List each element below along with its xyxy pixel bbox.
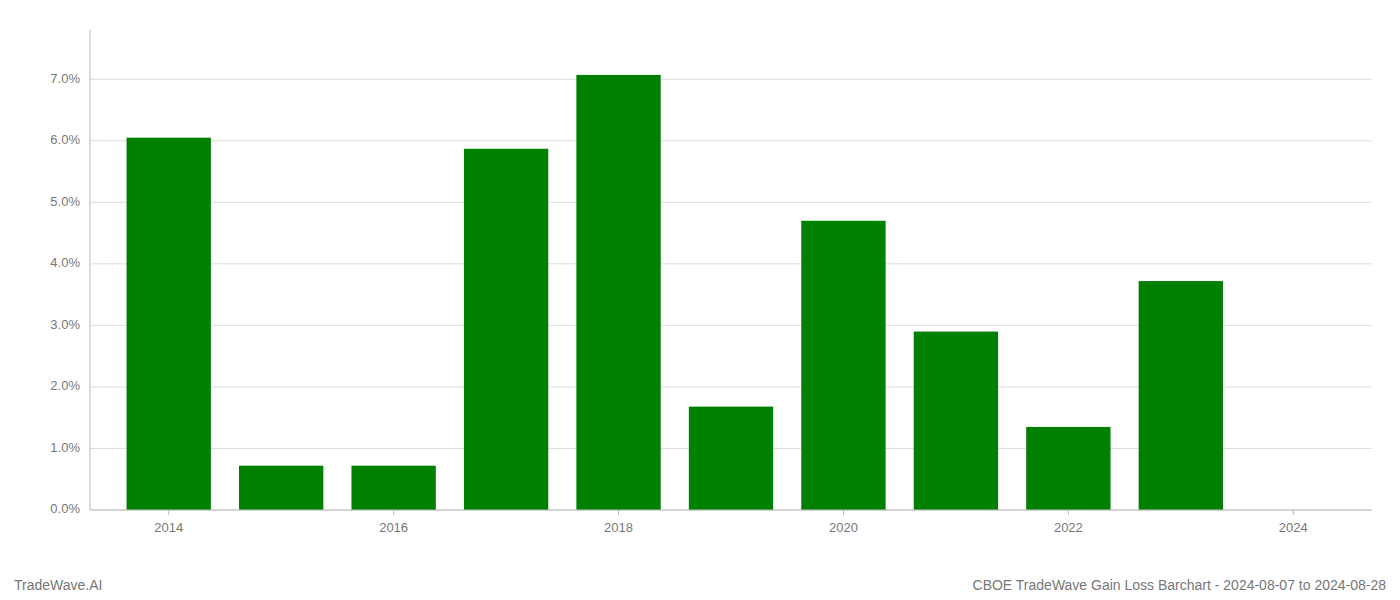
x-tick-label: 2024 bbox=[1279, 520, 1308, 535]
y-tick-label: 4.0% bbox=[50, 255, 80, 270]
bars bbox=[127, 75, 1223, 510]
axes bbox=[90, 30, 1372, 515]
x-axis-line bbox=[90, 510, 1372, 511]
watermark: TradeWave.AI bbox=[14, 577, 102, 593]
grid-line bbox=[90, 263, 1372, 264]
bar bbox=[464, 149, 548, 510]
x-tick-labels: 2014 2016 2018 2020 2022 2024 bbox=[154, 520, 1307, 535]
bar bbox=[127, 138, 211, 510]
x-tick-label: 2014 bbox=[154, 520, 183, 535]
bar bbox=[1026, 427, 1110, 510]
grid-line bbox=[90, 79, 1372, 80]
bar bbox=[914, 332, 998, 510]
x-tick bbox=[843, 510, 844, 515]
y-tick-labels: 0.0% 1.0% 2.0% 3.0% 4.0% 5.0% 6.0% 7.0% bbox=[50, 71, 80, 517]
x-tick-label: 2022 bbox=[1054, 520, 1083, 535]
title: CBOE TradeWave Gain Loss Barchart - 2024… bbox=[973, 577, 1387, 593]
x-tick bbox=[1293, 510, 1294, 515]
y-tick-label: 2.0% bbox=[50, 378, 80, 393]
grid-line bbox=[90, 510, 1372, 511]
grid-line bbox=[90, 202, 1372, 203]
x-tick bbox=[618, 510, 619, 515]
y-tick-label: 3.0% bbox=[50, 317, 80, 332]
chart: 0.0% 1.0% 2.0% 3.0% 4.0% 5.0% 6.0% 7.0% 2014 2016… bbox=[0, 0, 1400, 600]
x-tick bbox=[1068, 510, 1069, 515]
x-tick-label: 2016 bbox=[379, 520, 408, 535]
bar bbox=[576, 75, 660, 510]
y-tick-label: 5.0% bbox=[50, 194, 80, 209]
y-tick-label: 6.0% bbox=[50, 132, 80, 147]
bar bbox=[801, 221, 885, 510]
x-tick-label: 2018 bbox=[604, 520, 633, 535]
y-tick-label: 0.0% bbox=[50, 501, 80, 516]
bar bbox=[239, 466, 323, 510]
grid-line bbox=[90, 140, 1372, 141]
bar bbox=[351, 466, 435, 510]
x-tick bbox=[393, 510, 394, 515]
y-axis-line bbox=[90, 30, 91, 510]
y-tick-label: 7.0% bbox=[50, 71, 80, 86]
x-tick bbox=[168, 510, 169, 515]
grid bbox=[90, 79, 1372, 510]
y-tick-label: 1.0% bbox=[50, 440, 80, 455]
bar bbox=[1139, 281, 1223, 510]
x-tick-label: 2020 bbox=[829, 520, 858, 535]
bar bbox=[689, 407, 773, 510]
